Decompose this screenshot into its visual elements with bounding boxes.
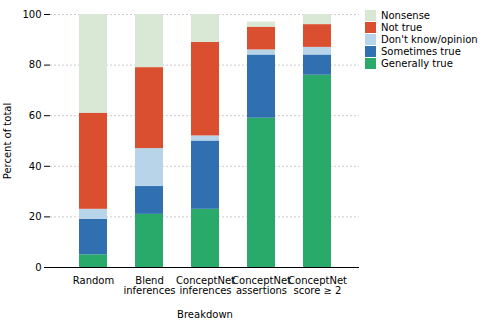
html-text:Don't know/opinion: Don't know/opinion bbox=[381, 34, 478, 45]
svg-text:Breakdown: Breakdown bbox=[177, 309, 233, 320]
svg-text:Random: Random bbox=[73, 275, 114, 286]
svg-text:60: 60 bbox=[29, 110, 42, 121]
svg-text:Blendinferences: Blendinferences bbox=[123, 275, 175, 296]
svg-text:100: 100 bbox=[22, 9, 41, 20]
html-text:Not true: Not true bbox=[381, 22, 423, 33]
svg-text:80: 80 bbox=[29, 59, 42, 70]
svg-text:ConceptNetinferences: ConceptNetinferences bbox=[176, 275, 235, 296]
html-text:Nonsense: Nonsense bbox=[381, 10, 430, 21]
svg-text:0: 0 bbox=[35, 262, 41, 273]
svg-text:40: 40 bbox=[29, 161, 42, 172]
svg-text:ConceptNetscore ≥ 2: ConceptNetscore ≥ 2 bbox=[288, 275, 347, 296]
html-text:Generally true: Generally true bbox=[381, 58, 453, 69]
svg-text:20: 20 bbox=[29, 211, 42, 222]
html-text:Sometimes true: Sometimes true bbox=[381, 46, 461, 57]
svg-text:ConceptNetassertions: ConceptNetassertions bbox=[232, 275, 291, 296]
svg-text:Percent of total: Percent of total bbox=[2, 103, 13, 180]
